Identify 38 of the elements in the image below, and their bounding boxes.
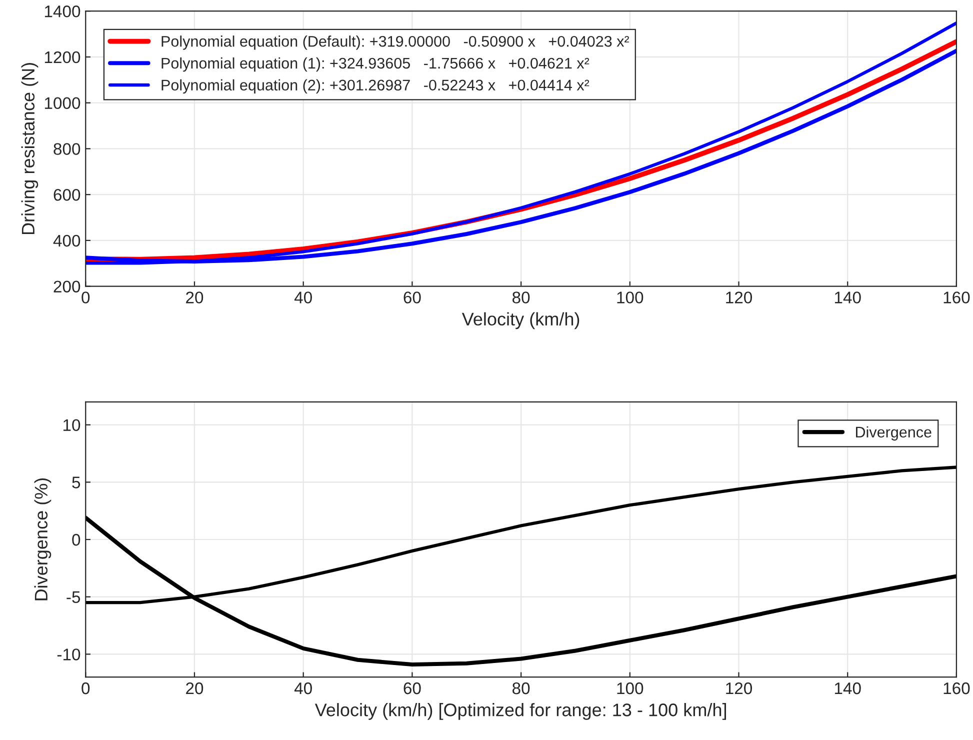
x-tick-label: 120 [726,682,752,694]
x-tick-label: 120 [726,292,752,304]
y-tick-label: 5 [72,476,80,488]
x-tick-label: 80 [512,682,530,694]
legend-label: Polynomial equation (Default): +319.00000 -0.50900 x +0.04023 x² [162,36,630,50]
y-tick-label: 1200 [44,51,80,64]
y-tick-label: 1400 [44,6,80,18]
legend-label: Polynomial equation (1): +324.93605 -1.75666 x +0.04621 x² [162,57,590,72]
y-tick-label: 400 [53,234,80,247]
y-tick-label: -10 [57,648,80,660]
x-axis-title: Velocity (km/h) [462,312,580,330]
x-axis-title: Velocity (km/h) [Optimized for range: 13 - 100 km/h] [314,703,726,720]
y-tick-label: -5 [66,591,80,604]
x-tick-label: 40 [294,292,312,304]
x-tick-label: 140 [834,682,861,694]
y-tick-label: 200 [54,280,80,293]
y-tick-label: 0 [72,534,80,546]
legend-label: Divergence [856,426,932,441]
x-tick-label: 100 [617,682,644,694]
y-tick-label: 10 [63,419,80,432]
y-tick-label: 1000 [44,97,80,110]
y-axis-title: Divergence (%) [34,478,52,600]
x-tick-label: 100 [617,292,644,304]
y-tick-label: 800 [54,143,80,155]
y-tick-label: 600 [54,188,80,201]
x-tick-label: 20 [186,682,204,694]
x-tick-label: 60 [404,292,421,304]
x-tick-label: 0 [82,682,90,694]
x-tick-label: 40 [294,682,312,694]
x-tick-label: 80 [512,292,530,304]
x-tick-label: 160 [944,292,970,304]
x-tick-label: 60 [404,682,421,694]
x-tick-label: 20 [186,292,204,304]
x-tick-label: 140 [834,292,861,304]
y-axis-title: Driving resistance (N) [21,63,38,234]
legend-label: Polynomial equation (2): +301.26987 -0.52243 x +0.04414 x² [162,79,590,94]
x-tick-label: 160 [944,682,970,694]
x-tick-label: 0 [82,292,90,304]
